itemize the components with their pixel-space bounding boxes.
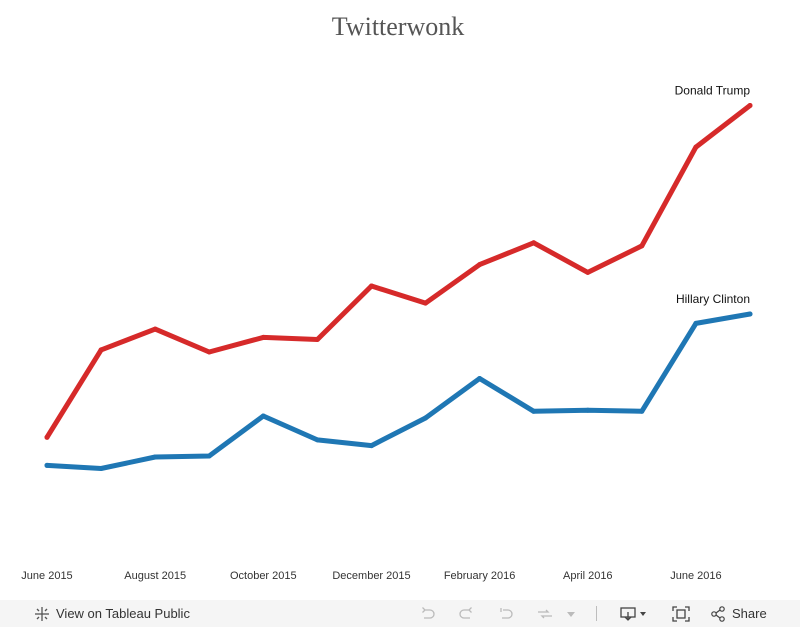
- x-axis: June 2015 August 2015 October 2015 December…: [21, 570, 721, 582]
- view-on-tableau-public-link[interactable]: View on Tableau Public: [34, 606, 190, 622]
- x-tick-label: June 2016: [670, 570, 721, 582]
- revert-icon: [498, 606, 514, 622]
- share-label: Share: [732, 606, 767, 621]
- series-layer: Donald Trump Hillary Clinton: [44, 84, 753, 471]
- data-point-donald-trump[interactable]: [747, 103, 753, 108]
- data-point-hillary-clinton[interactable]: [693, 320, 699, 326]
- data-point-hillary-clinton[interactable]: [423, 415, 428, 421]
- series-line-donald-trump: [44, 103, 753, 440]
- x-tick-label: December 2015: [332, 570, 410, 582]
- data-point-donald-trump[interactable]: [98, 347, 104, 353]
- data-point-donald-trump[interactable]: [314, 337, 320, 342]
- data-point-hillary-clinton[interactable]: [747, 311, 753, 317]
- view-on-tableau-public-label: View on Tableau Public: [56, 606, 190, 621]
- data-point-donald-trump[interactable]: [693, 144, 699, 150]
- redo-button[interactable]: [458, 600, 474, 627]
- series-label-donald-trump: Donald Trump: [675, 84, 751, 98]
- toolbar-divider: [596, 606, 597, 621]
- data-point-hillary-clinton[interactable]: [369, 443, 374, 449]
- data-point-hillary-clinton[interactable]: [152, 454, 158, 460]
- data-point-donald-trump[interactable]: [477, 262, 483, 268]
- data-point-donald-trump[interactable]: [152, 326, 158, 332]
- pause-dropdown-button[interactable]: [566, 600, 576, 627]
- tableau-logo-icon: [34, 606, 50, 622]
- revert-button[interactable]: [498, 600, 514, 627]
- data-point-hillary-clinton[interactable]: [639, 408, 645, 414]
- refresh-icon: [536, 606, 554, 622]
- data-point-donald-trump[interactable]: [206, 349, 212, 355]
- series-label-hillary-clinton: Hillary Clinton: [676, 292, 750, 306]
- download-button[interactable]: [620, 600, 648, 627]
- undo-icon: [420, 606, 436, 622]
- data-point-donald-trump[interactable]: [639, 243, 645, 249]
- data-point-hillary-clinton[interactable]: [314, 437, 320, 443]
- data-point-hillary-clinton[interactable]: [477, 376, 483, 381]
- data-point-hillary-clinton[interactable]: [260, 413, 266, 419]
- x-tick-label: October 2015: [230, 570, 297, 582]
- x-tick-label: April 2016: [563, 570, 613, 582]
- redo-icon: [458, 606, 474, 622]
- data-point-hillary-clinton[interactable]: [98, 466, 104, 471]
- data-point-donald-trump[interactable]: [585, 269, 591, 275]
- data-point-donald-trump[interactable]: [531, 240, 537, 246]
- x-tick-label: June 2015: [21, 570, 72, 582]
- data-point-donald-trump[interactable]: [423, 300, 428, 306]
- series-line-hillary-clinton: [44, 311, 753, 471]
- data-point-hillary-clinton[interactable]: [206, 453, 212, 459]
- refresh-button[interactable]: [536, 600, 554, 627]
- undo-button[interactable]: [420, 600, 436, 627]
- pause-dropdown-icon: [566, 609, 576, 619]
- download-icon: [620, 606, 648, 622]
- data-point-hillary-clinton[interactable]: [531, 408, 537, 414]
- data-point-donald-trump[interactable]: [44, 434, 50, 440]
- fullscreen-button[interactable]: [672, 600, 690, 627]
- x-tick-label: February 2016: [444, 570, 516, 582]
- data-point-hillary-clinton[interactable]: [44, 462, 50, 468]
- chart-title: Twitterwonk: [332, 12, 465, 41]
- data-point-donald-trump[interactable]: [260, 334, 266, 340]
- fullscreen-icon: [672, 605, 690, 622]
- data-point-hillary-clinton[interactable]: [585, 407, 591, 413]
- x-tick-label: August 2015: [124, 570, 186, 582]
- tableau-toolbar: View on Tableau Public: [0, 600, 800, 627]
- share-icon: [710, 605, 726, 622]
- share-button[interactable]: Share: [710, 600, 767, 627]
- data-point-donald-trump[interactable]: [369, 283, 374, 289]
